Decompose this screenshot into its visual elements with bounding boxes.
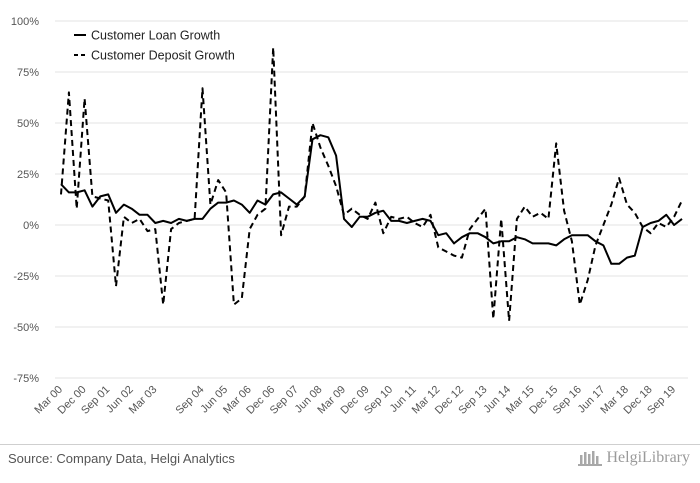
legend-item-deposit: Customer Deposit Growth [74, 49, 235, 63]
legend: Customer Loan Growth Customer Deposit Gr… [74, 29, 235, 63]
footer-divider [0, 444, 700, 445]
legend-label-loan: Customer Loan Growth [91, 29, 220, 43]
legend-item-loan: Customer Loan Growth [74, 29, 220, 43]
y-tick-label: 50% [17, 118, 39, 130]
y-tick-label: -75% [13, 373, 39, 385]
y-tick-label: 100% [11, 16, 39, 28]
grid-lines [55, 20, 688, 379]
y-tick-label: -25% [13, 271, 39, 283]
y-tick-label: 75% [17, 67, 39, 79]
x-tick-label: Sep 04 [173, 384, 206, 417]
y-tick-label: 0% [23, 220, 39, 232]
library-icon [578, 451, 603, 466]
series-line-deposit-growth [60, 46, 683, 322]
series-lines [60, 46, 683, 322]
y-axis: 100% 75% 50% 25% 0% -25% -50% -75% [11, 16, 39, 385]
y-tick-label: 25% [17, 169, 39, 181]
y-tick-label: -50% [13, 322, 39, 334]
brand-name: HelgiLibrary [606, 449, 690, 466]
legend-label-deposit: Customer Deposit Growth [91, 49, 235, 63]
brand-logo: HelgiLibrary [577, 449, 690, 467]
series-line-loan-growth [60, 134, 683, 265]
source-note: Source: Company Data, Helgi Analytics [8, 451, 235, 466]
